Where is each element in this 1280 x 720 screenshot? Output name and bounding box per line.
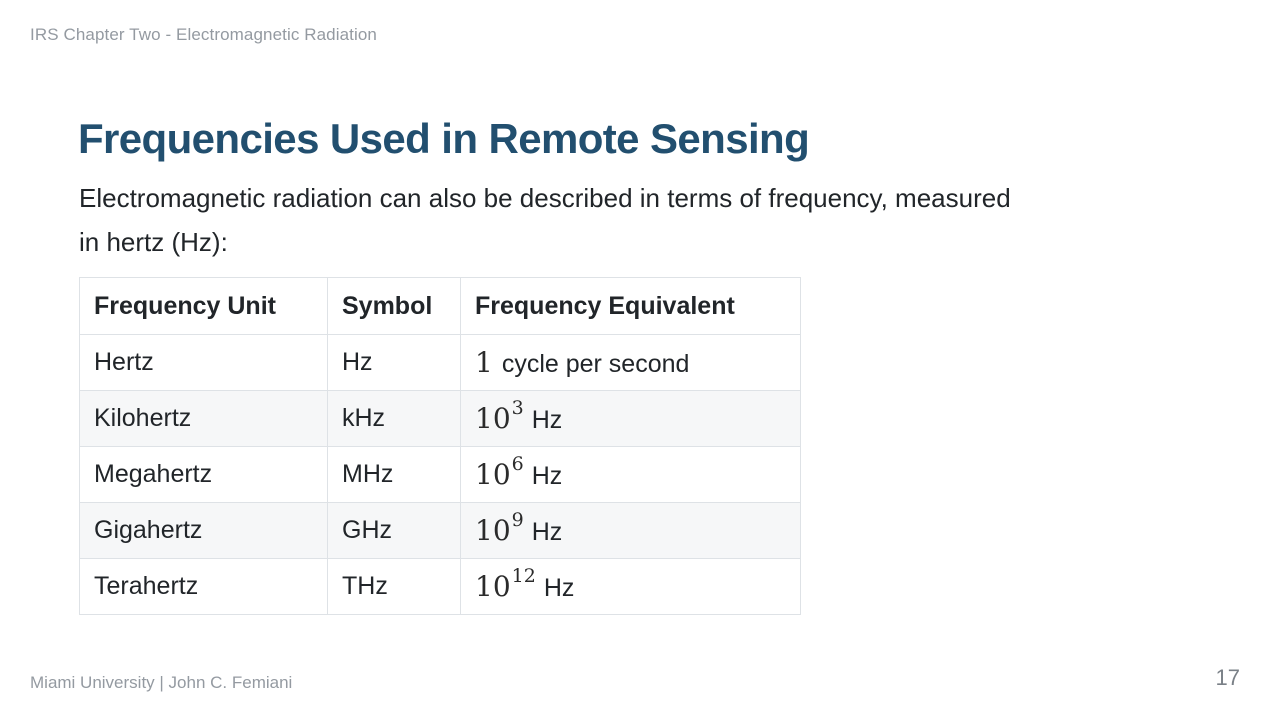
math-expression: 103 [475, 398, 524, 435]
header-cell-symbol: Symbol [327, 277, 461, 335]
table-row-gigahertz: Gigahertz GHz 109 Hz [79, 502, 801, 559]
cell-symbol: kHz [327, 390, 461, 447]
table-row-megahertz: Megahertz MHz 106 Hz [79, 446, 801, 503]
math-base: 10 [475, 570, 511, 603]
cell-unit: Kilohertz [79, 390, 328, 447]
footer-attribution: Miami University | John C. Femiani [30, 673, 293, 692]
table-header-row: Frequency Unit Symbol Frequency Equivale… [79, 277, 801, 335]
table-row-hertz: Hertz Hz 1 cycle per second [79, 334, 801, 391]
equivalent-text: Hz [531, 518, 563, 546]
math-exponent: 9 [511, 508, 524, 531]
math-base: 10 [475, 402, 511, 435]
intro-paragraph: Electromagnetic radiation can also be de… [79, 176, 1209, 264]
cell-equivalent: 106 Hz [460, 446, 801, 503]
table-row-kilohertz: Kilohertz kHz 103 Hz [79, 390, 801, 447]
header-cell-frequency-equivalent: Frequency Equivalent [460, 277, 801, 335]
intro-line-2: in hertz (Hz): [79, 227, 228, 257]
math-expression: 1 [475, 346, 494, 379]
cell-equivalent: 103 Hz [460, 390, 801, 447]
equivalent-text: Hz [543, 574, 575, 602]
math-base: 10 [475, 514, 511, 547]
cell-symbol: MHz [327, 446, 461, 503]
math-exponent: 3 [511, 396, 524, 419]
math-expression: 1012 [475, 566, 536, 603]
math-exponent: 12 [511, 564, 536, 587]
cell-unit: Hertz [79, 334, 328, 391]
math-expression: 109 [475, 510, 524, 547]
cell-unit: Megahertz [79, 446, 328, 503]
cell-unit: Gigahertz [79, 502, 328, 559]
cell-unit: Terahertz [79, 558, 328, 615]
frequency-table: Frequency Unit Symbol Frequency Equivale… [79, 277, 801, 615]
page-number: 17 [1215, 665, 1240, 690]
cell-equivalent: 109 Hz [460, 502, 801, 559]
header-cell-frequency-unit: Frequency Unit [79, 277, 328, 335]
intro-line-1: Electromagnetic radiation can also be de… [79, 183, 1011, 213]
math-exponent: 6 [511, 452, 524, 475]
equivalent-text: cycle per second [501, 350, 690, 378]
cell-symbol: Hz [327, 334, 461, 391]
cell-equivalent: 1 cycle per second [460, 334, 801, 391]
math-expression: 106 [475, 454, 524, 491]
slide-chapter-label: IRS Chapter Two - Electromagnetic Radiat… [30, 25, 377, 44]
math-base: 10 [475, 458, 511, 491]
math-base: 1 [475, 346, 493, 379]
equivalent-text: Hz [531, 462, 563, 490]
table-row-terahertz: Terahertz THz 1012 Hz [79, 558, 801, 615]
slide-title: Frequencies Used in Remote Sensing [78, 115, 810, 163]
equivalent-text: Hz [531, 406, 563, 434]
cell-symbol: THz [327, 558, 461, 615]
cell-symbol: GHz [327, 502, 461, 559]
cell-equivalent: 1012 Hz [460, 558, 801, 615]
